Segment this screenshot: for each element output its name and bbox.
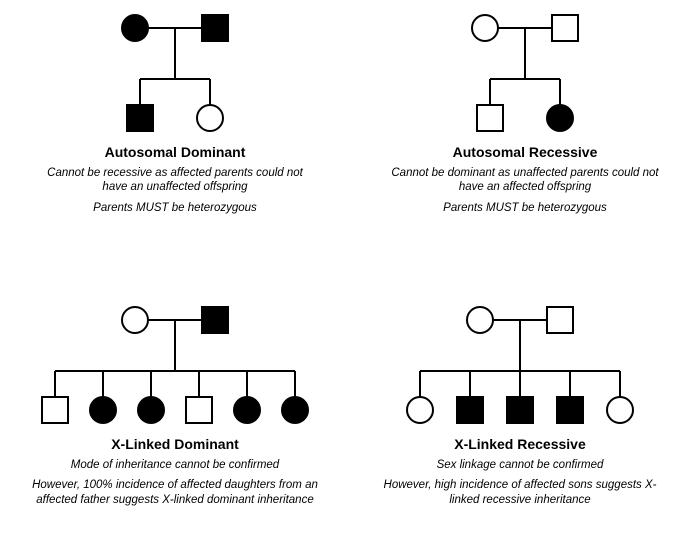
desc-xd-2: However, 100% incidence of affected daug… <box>20 478 330 507</box>
title-ar: Autosomal Recessive <box>390 144 660 160</box>
pedigree-ad <box>75 8 275 138</box>
desc-xr-2: However, high incidence of affected sons… <box>370 478 670 507</box>
desc-ad-1: Cannot be recessive as affected parents … <box>40 166 310 195</box>
panel-autosomal-dominant: Autosomal Dominant Cannot be recessive a… <box>40 8 310 221</box>
desc-xd-1: Mode of inheritance cannot be confirmed <box>20 458 330 472</box>
title-xd: X-Linked Dominant <box>20 436 330 452</box>
panel-x-linked-dominant: X-Linked Dominant Mode of inheritance ca… <box>20 300 330 513</box>
pedigree-xr <box>380 300 660 430</box>
desc-ar-2: Parents MUST be heterozygous <box>390 201 660 215</box>
desc-ad-2: Parents MUST be heterozygous <box>40 201 310 215</box>
panel-x-linked-recessive: X-Linked Recessive Sex linkage cannot be… <box>370 300 670 513</box>
panel-autosomal-recessive: Autosomal Recessive Cannot be dominant a… <box>390 8 660 221</box>
title-xr: X-Linked Recessive <box>370 436 670 452</box>
pedigree-xd <box>20 300 330 430</box>
desc-xr-1: Sex linkage cannot be confirmed <box>370 458 670 472</box>
desc-ar-1: Cannot be dominant as unaffected parents… <box>390 166 660 195</box>
title-ad: Autosomal Dominant <box>40 144 310 160</box>
pedigree-ar <box>425 8 625 138</box>
